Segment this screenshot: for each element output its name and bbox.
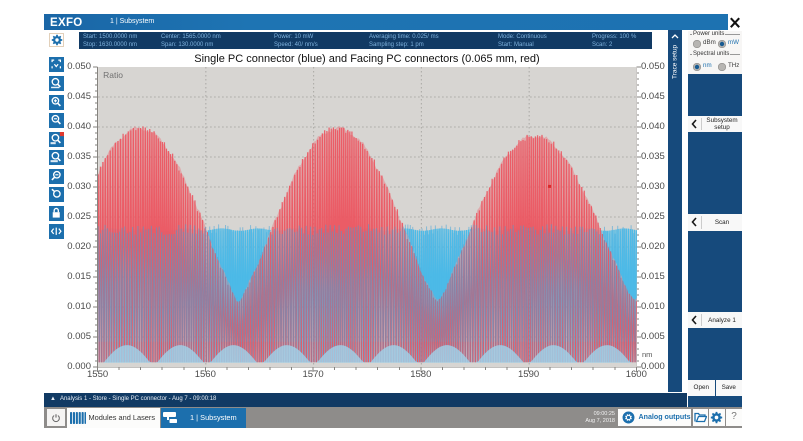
svg-text:Ratio: Ratio — [103, 70, 123, 80]
